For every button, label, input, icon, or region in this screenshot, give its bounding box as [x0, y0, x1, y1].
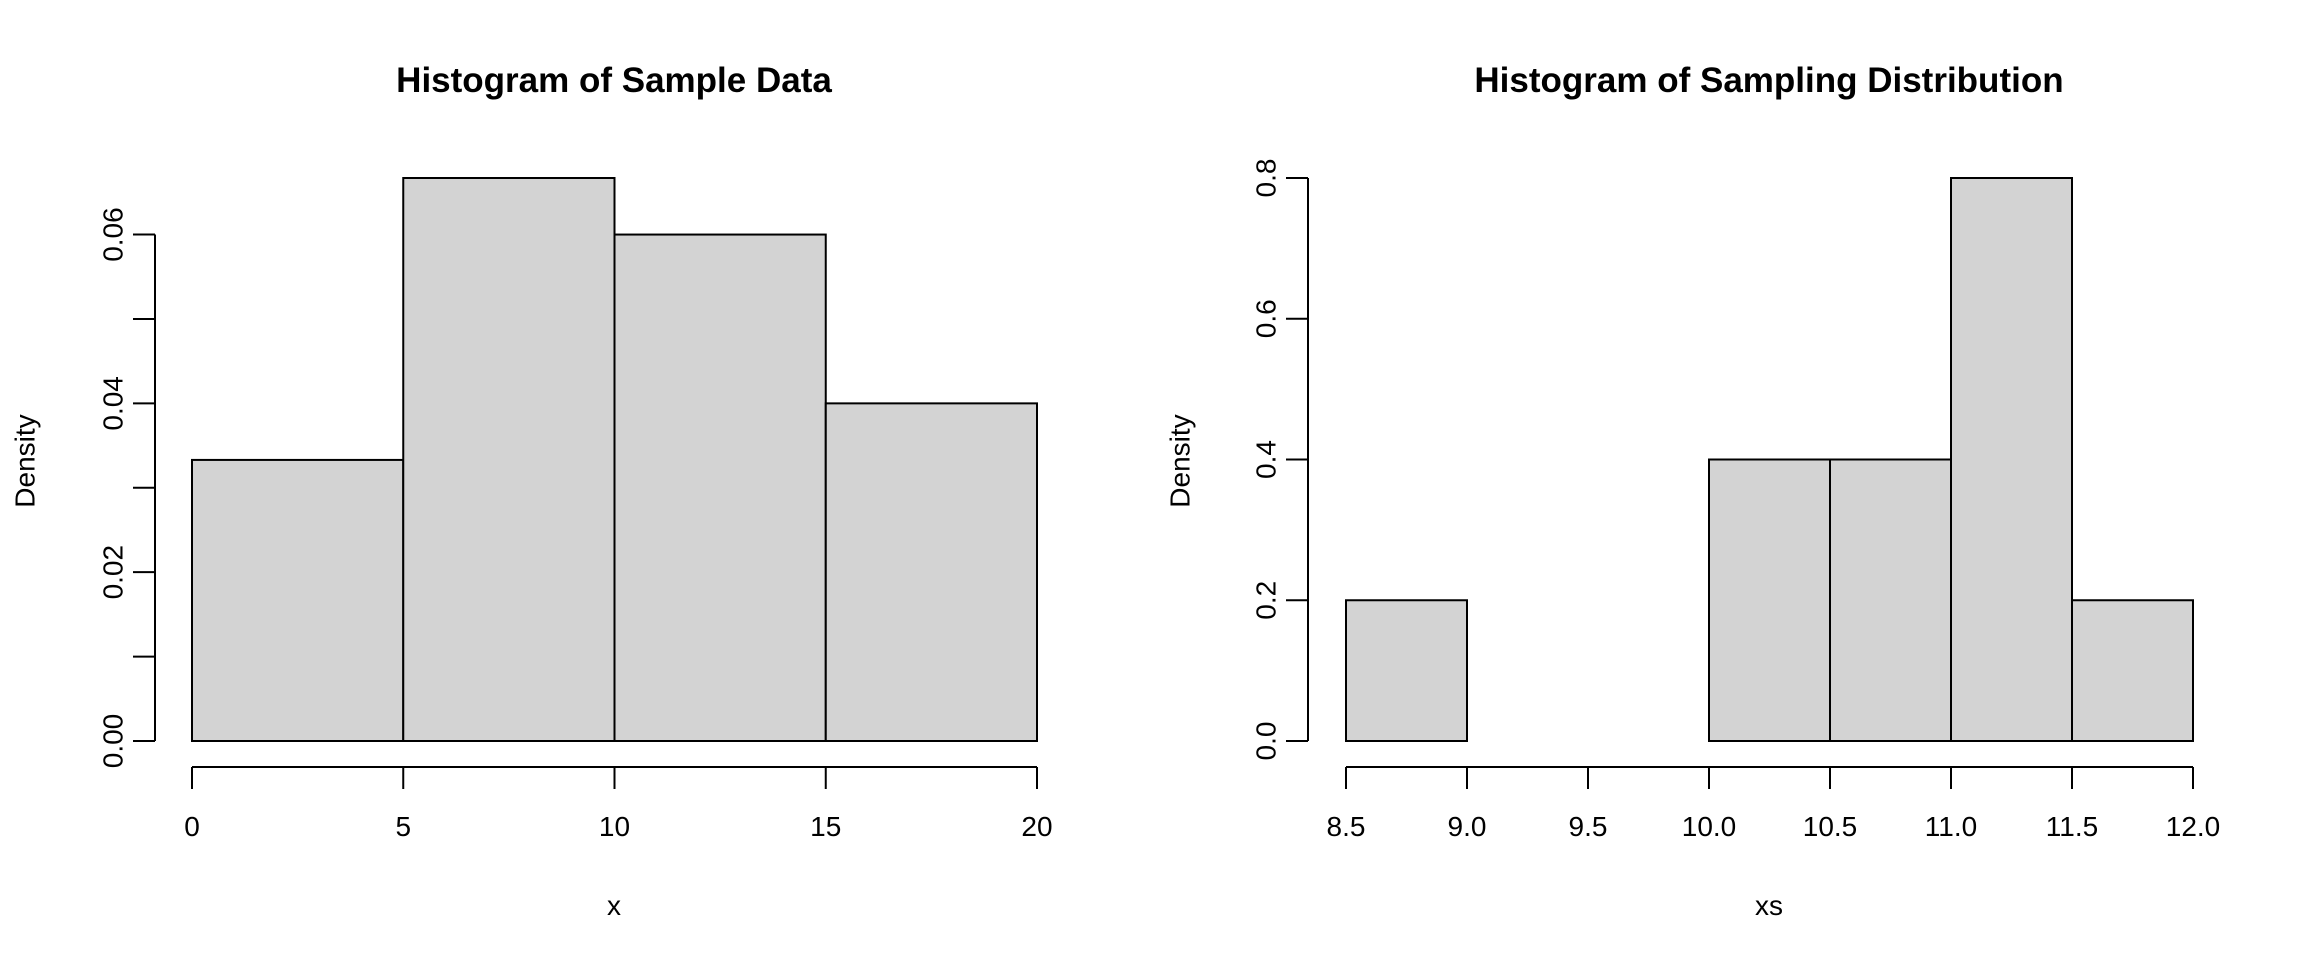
x-tick-label: 15: [810, 811, 841, 842]
y-tick-label: 0.04: [97, 376, 128, 431]
y-tick-label: 0.2: [1250, 581, 1281, 620]
x-tick-label: 10.5: [1803, 811, 1858, 842]
histogram-bar: [191, 458, 405, 742]
x-tick-label: 10: [599, 811, 630, 842]
histogram-bar: [1345, 599, 1468, 742]
histogram-bar: [1708, 458, 1831, 742]
histogram-bar: [1829, 458, 1952, 742]
y-tick-label: 0.4: [1250, 440, 1281, 479]
x-axis: 0 5 10 15 20: [184, 766, 1053, 842]
x-tick-label: 0: [184, 811, 200, 842]
histogram-bar: [1950, 177, 2073, 742]
y-tick-label: 0.0: [1250, 722, 1281, 761]
x-axis-label: xs: [1755, 890, 1783, 921]
y-tick-label: 0.6: [1250, 299, 1281, 338]
y-tick-label: 0.06: [97, 207, 128, 262]
y-tick-label: 0.00: [97, 714, 128, 769]
y-axis-label: Density: [1164, 414, 1195, 507]
x-tick-label: 11.5: [2046, 811, 2098, 842]
x-axis: 8.5 9.0 9.5 10.0 10.5 11.0 11.5 12.0: [1327, 766, 2221, 842]
y-axis-label: Density: [9, 414, 40, 507]
x-tick-label: 12.0: [2166, 811, 2221, 842]
x-tick-label: 5: [395, 811, 411, 842]
histogram-bar: [402, 177, 616, 742]
panel-sample-data: Histogram of Sample Data 0.00 0.02 0.04 0.06…: [9, 61, 1052, 921]
x-tick-label: 9.0: [1448, 811, 1487, 842]
y-axis: 0.00 0.02 0.04 0.06: [97, 207, 156, 769]
chart-title: Histogram of Sampling Distribution: [1474, 61, 2063, 100]
x-axis-label: x: [607, 890, 621, 921]
histogram-bar: [2071, 599, 2194, 742]
x-tick-label: 20: [1021, 811, 1052, 842]
x-tick-label: 9.5: [1569, 811, 1608, 842]
histogram-bar: [613, 233, 827, 742]
panel-sampling-distribution: Histogram of Sampling Distribution 0.0 0.2…: [1164, 61, 2220, 921]
x-tick-label: 8.5: [1327, 811, 1366, 842]
histogram-bar: [824, 402, 1038, 742]
y-tick-label: 0.8: [1250, 159, 1281, 198]
x-tick-label: 11.0: [1925, 811, 1977, 842]
x-tick-label: 10.0: [1682, 811, 1737, 842]
y-axis: 0.0 0.2 0.4 0.6 0.8: [1250, 159, 1309, 761]
y-tick-label: 0.02: [97, 545, 128, 600]
chart-title: Histogram of Sample Data: [396, 61, 832, 100]
